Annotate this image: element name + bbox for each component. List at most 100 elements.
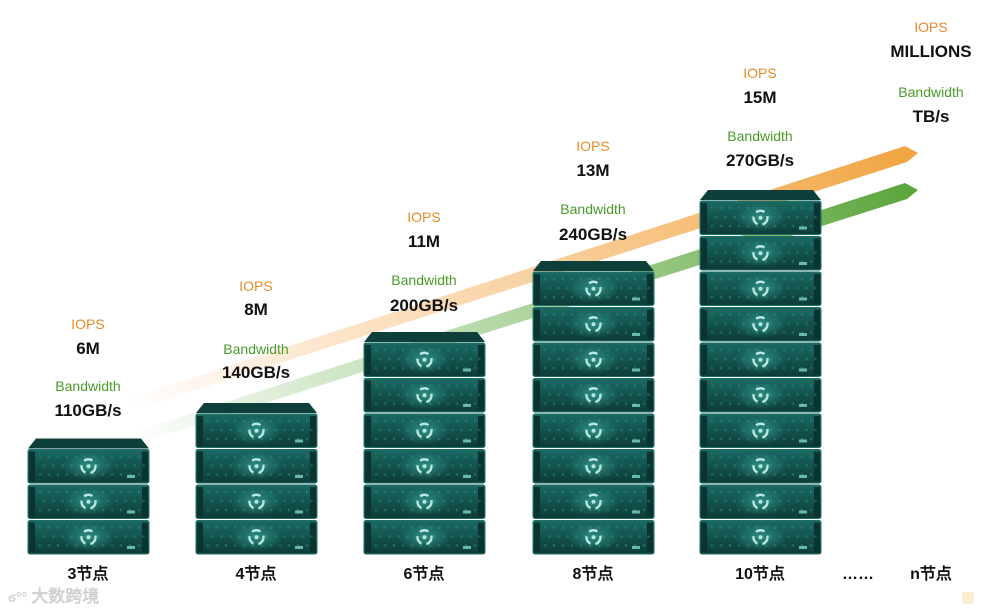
server-stack-1: [27, 438, 150, 555]
vendor-logo-icon: [752, 316, 769, 333]
node-count-label: 10节点: [735, 566, 785, 583]
node-count-label: 4节点: [235, 566, 277, 583]
iops-label: IOPS: [576, 138, 610, 154]
vendor-logo-icon: [752, 493, 769, 510]
server-unit: [532, 378, 655, 413]
vendor-logo-icon: [585, 351, 602, 368]
node-count-label: 8节点: [572, 566, 614, 583]
vendor-logo-icon: [248, 422, 265, 439]
server-unit: [699, 378, 822, 413]
server-unit: [195, 484, 318, 519]
iops-value: 11M: [407, 232, 441, 251]
server-unit: [699, 200, 822, 235]
server-unit: [363, 520, 486, 555]
server-unit: [532, 307, 655, 342]
server-unit: [363, 342, 486, 377]
ant-logo-icon: ϭ°°: [8, 589, 28, 605]
vendor-logo-icon: [585, 529, 602, 546]
vendor-logo-icon: [752, 458, 769, 475]
vendor-logo-icon: [416, 351, 433, 368]
server-unit: [532, 449, 655, 484]
server-unit: [699, 342, 822, 377]
vendor-logo-icon: [585, 387, 602, 404]
server-unit: [27, 484, 150, 519]
iops-value: MILLIONS: [890, 42, 972, 61]
bandwidth-value: 270GB/s: [725, 151, 795, 170]
vendor-logo-icon: [416, 493, 433, 510]
vendor-logo-icon: [752, 209, 769, 226]
vendor-logo-icon: [752, 351, 769, 368]
vendor-logo-icon: [80, 458, 97, 475]
node-count-label: 3节点: [67, 566, 109, 583]
server-unit: [532, 271, 655, 306]
stack-top-cover: [700, 190, 821, 200]
iops-value: 13M: [576, 161, 610, 180]
stack-top-cover: [364, 332, 485, 342]
vendor-logo-icon: [416, 458, 433, 475]
server-unit: [363, 484, 486, 519]
server-unit: [195, 520, 318, 555]
vendor-logo-icon: [585, 280, 602, 297]
vendor-logo-icon: [752, 529, 769, 546]
server-stack-3: [363, 332, 486, 555]
vendor-logo-icon: [585, 422, 602, 439]
stack-top-cover: [28, 438, 149, 449]
vendor-logo-icon: [585, 493, 602, 510]
vendor-logo-icon: [585, 458, 602, 475]
server-stack-5: [699, 190, 822, 555]
vendor-logo-icon: [248, 529, 265, 546]
iops-label: IOPS: [71, 316, 105, 332]
server-unit: [363, 378, 486, 413]
watermark-text: 大数跨境: [31, 587, 100, 606]
bandwidth-value: 140GB/s: [221, 363, 291, 382]
bandwidth-label: Bandwidth: [560, 201, 626, 217]
bandwidth-label: Bandwidth: [898, 84, 964, 100]
vendor-logo-icon: [80, 493, 97, 510]
iops-label: IOPS: [914, 19, 948, 35]
server-racks: [27, 190, 822, 555]
bandwidth-label: Bandwidth: [223, 341, 289, 357]
node-count-label: n节点: [910, 566, 952, 583]
bandwidth-value: 200GB/s: [389, 296, 459, 315]
server-unit: [699, 413, 822, 448]
vendor-logo-icon: [752, 387, 769, 404]
node-count-label: 6节点: [403, 566, 445, 583]
server-stack-2: [195, 403, 318, 555]
server-unit: [699, 449, 822, 484]
stack-top-cover: [533, 261, 654, 271]
iops-value: 15M: [743, 88, 777, 107]
server-stack-4: [532, 261, 655, 555]
bandwidth-label: Bandwidth: [727, 128, 793, 144]
server-unit: [532, 413, 655, 448]
vendor-logo-icon: [416, 387, 433, 404]
iops-value: 6M: [76, 339, 100, 358]
server-unit: [532, 484, 655, 519]
server-unit: [532, 520, 655, 555]
server-unit: [699, 520, 822, 555]
stack-top-cover: [196, 403, 317, 413]
server-unit: [699, 271, 822, 306]
ellipsis-label: ……: [842, 566, 874, 583]
server-unit: [27, 520, 150, 555]
iops-label: IOPS: [743, 65, 777, 81]
vendor-logo-icon: [752, 280, 769, 297]
vendor-logo-icon: [416, 422, 433, 439]
iops-label: IOPS: [407, 209, 441, 225]
bandwidth-label: Bandwidth: [55, 378, 121, 394]
corner-logo-icon: [962, 592, 974, 604]
bandwidth-value: 110GB/s: [54, 401, 122, 420]
iops-value: 8M: [244, 300, 268, 319]
server-unit: [699, 307, 822, 342]
server-unit: [699, 236, 822, 271]
server-unit: [363, 449, 486, 484]
vendor-logo-icon: [752, 422, 769, 439]
bandwidth-value: 240GB/s: [558, 225, 628, 244]
server-unit: [27, 449, 150, 484]
server-unit: [699, 484, 822, 519]
vendor-logo-icon: [585, 316, 602, 333]
server-unit: [363, 413, 486, 448]
vendor-logo-icon: [80, 529, 97, 546]
vendor-logo-icon: [248, 493, 265, 510]
vendor-logo-icon: [416, 529, 433, 546]
